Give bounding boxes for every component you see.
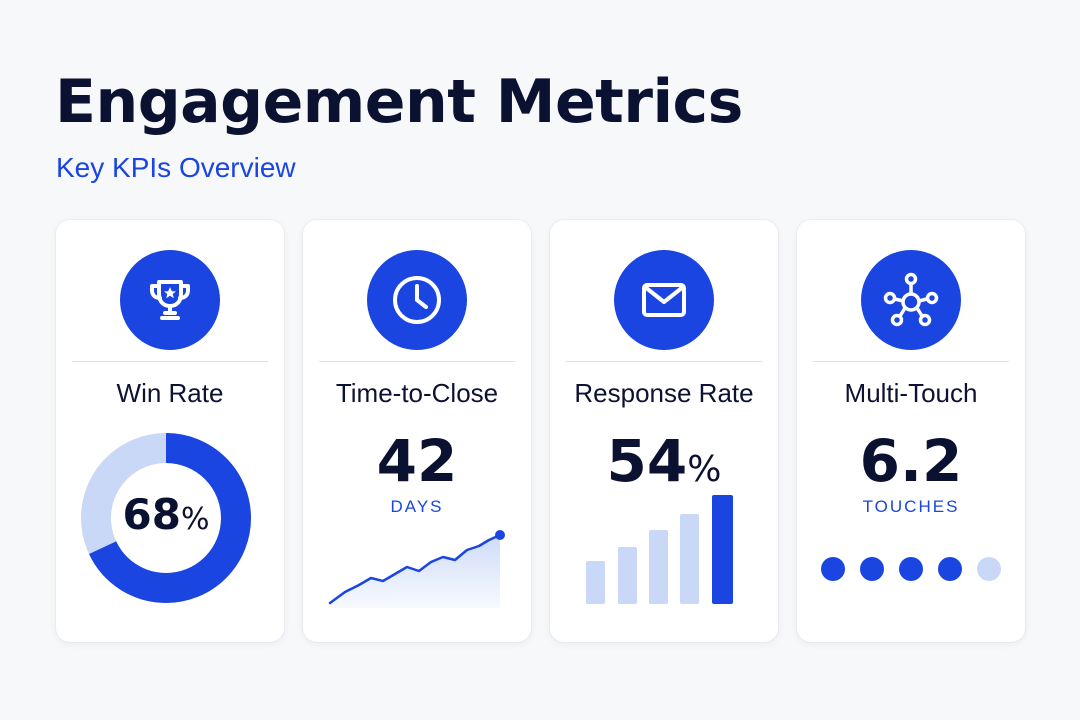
bar <box>649 530 668 604</box>
kpi-card-response-rate: Response Rate 54% <box>550 220 778 642</box>
touch-dot-filled <box>899 557 923 581</box>
touch-dot-filled <box>938 557 962 581</box>
multi-touch-unit: TOUCHES <box>862 497 960 516</box>
envelope-icon <box>614 250 714 350</box>
trend-area <box>330 535 500 608</box>
trend-line-chart <box>328 530 505 608</box>
trophy-icon <box>120 250 220 350</box>
time-to-close-unit: DAYS <box>390 497 444 516</box>
card-label: Time-to-Close <box>335 378 499 408</box>
card-label: Win Rate <box>116 378 224 408</box>
trend-end-dot <box>495 530 505 540</box>
win-rate-value: 68% <box>122 490 210 539</box>
card-divider <box>72 361 268 362</box>
time-to-close-value: 42 <box>376 427 458 495</box>
trend-line <box>328 533 502 605</box>
network-icon <box>861 250 961 350</box>
card-divider <box>566 361 762 362</box>
bar <box>618 547 637 604</box>
card-label: Response Rate <box>574 378 754 408</box>
card-divider <box>813 361 1009 362</box>
card-divider <box>319 361 515 362</box>
clock-icon <box>367 250 467 350</box>
bar <box>680 514 699 604</box>
touch-dot-empty <box>977 557 1001 581</box>
kpi-card-multi-touch: Multi-Touch 6.2 TOUCHES <box>797 220 1025 642</box>
donut-progress-arc <box>81 433 251 603</box>
bar <box>586 561 605 604</box>
kpi-card-time-to-close: Time-to-Close 42 DAYS <box>303 220 531 642</box>
touch-dot-filled <box>860 557 884 581</box>
multi-touch-value: 6.2 <box>859 427 963 495</box>
kpi-card-win-rate: Win Rate 68% <box>56 220 284 642</box>
response-rate-value: 54% <box>606 427 722 495</box>
win-rate-donut <box>81 433 251 603</box>
bar <box>712 495 733 604</box>
page-title: Engagement Metrics <box>55 67 743 137</box>
touch-dots <box>797 557 1025 581</box>
touch-dot-filled <box>821 557 845 581</box>
page-subtitle: Key KPIs Overview <box>56 152 296 183</box>
card-label: Multi-Touch <box>844 378 978 408</box>
response-bar-chart <box>586 495 733 604</box>
